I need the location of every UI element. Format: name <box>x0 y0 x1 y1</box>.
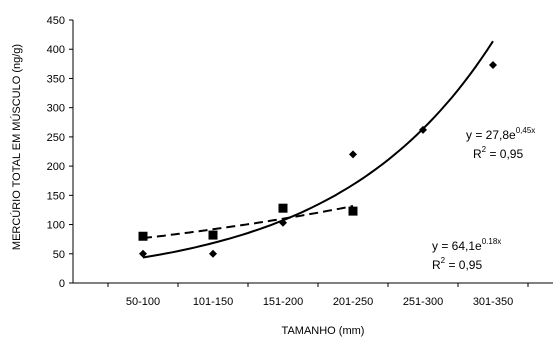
y-tick-label: 300 <box>47 103 65 115</box>
y-tick-label: 400 <box>47 44 65 56</box>
trend-r2-2: R2 = 0,95 <box>432 256 482 272</box>
x-tick-label: 101-150 <box>193 296 233 308</box>
point-diamond <box>349 150 357 159</box>
trend-line-1 <box>142 40 494 259</box>
y-tick-label: 450 <box>47 15 65 27</box>
y-tick-label: 150 <box>47 190 65 202</box>
x-axis-ticks: 50-100 101-150 151-200 201-250 251-300 301-35… <box>107 283 529 308</box>
trend-lines <box>142 40 494 259</box>
trend-r2-1: R2 = 0,95 <box>473 145 523 161</box>
trend-line-2 <box>142 205 354 240</box>
y-axis-ticks: 0 50 100 150 200 250 300 350 400 450 <box>47 15 73 290</box>
point-diamond <box>489 61 497 70</box>
y-tick-label: 50 <box>53 249 65 261</box>
point-diamond <box>279 218 287 227</box>
y-tick-label: 200 <box>47 161 65 173</box>
point-diamond <box>419 125 427 134</box>
point-diamond <box>209 249 217 258</box>
y-tick-label: 0 <box>59 278 65 290</box>
trend-equation-2: y = 64,1e0.18x <box>432 237 501 253</box>
y-axis-title: MERCÚRIO TOTAL EM MÚSCULO (ng/g) <box>10 44 23 250</box>
trend-equation-1: y = 27,8e0,45x <box>466 126 535 142</box>
point-square <box>348 206 358 216</box>
x-tick-label: 251-300 <box>403 296 443 308</box>
x-tick-label: 151-200 <box>263 296 303 308</box>
y-tick-label: 250 <box>47 132 65 144</box>
point-diamond <box>139 249 147 258</box>
data-points <box>138 61 497 258</box>
point-square <box>138 231 148 241</box>
point-square <box>278 203 288 213</box>
x-tick-label: 201-250 <box>333 296 373 308</box>
y-tick-label: 100 <box>47 220 65 232</box>
y-tick-label: 350 <box>47 73 65 85</box>
point-square <box>208 230 218 240</box>
x-tick-label: 50-100 <box>126 296 160 308</box>
x-axis-title: TAMANHO (mm) <box>282 325 365 337</box>
x-tick-label: 301-350 <box>473 296 513 308</box>
